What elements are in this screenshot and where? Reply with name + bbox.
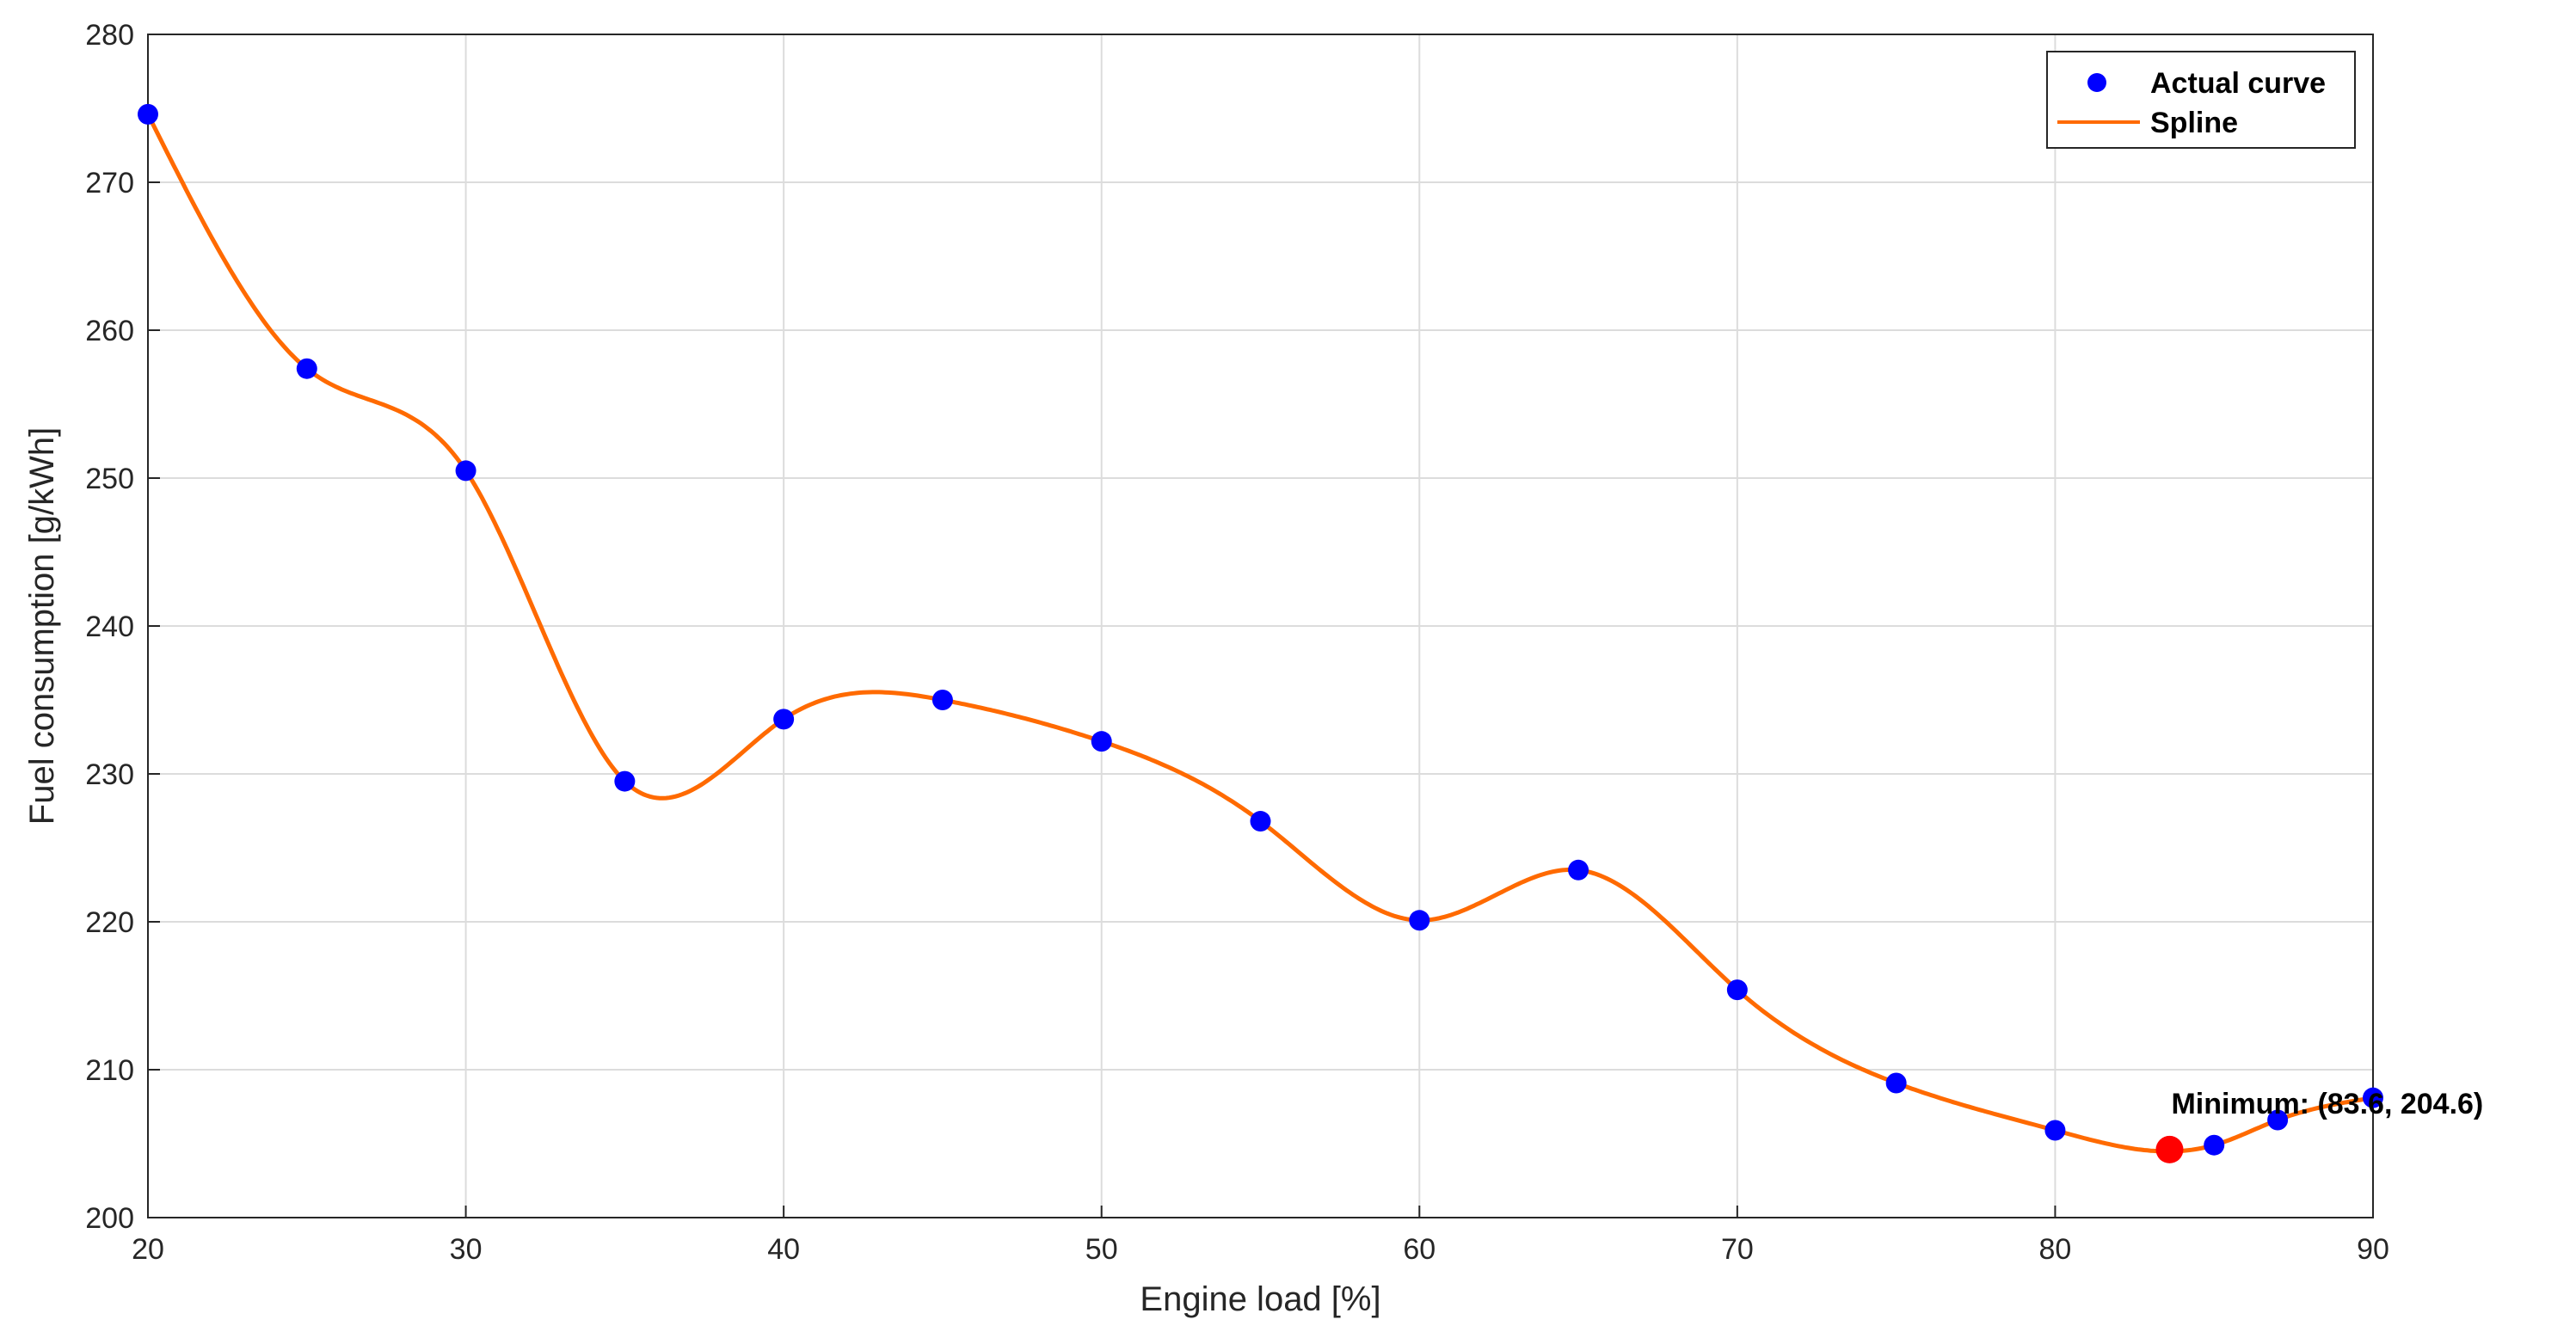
y-axis-ticks: 200 210 220 230 240 250 260 270 280 <box>85 19 160 1235</box>
data-point-actual-curve <box>773 709 795 730</box>
grid-y <box>148 181 2373 1071</box>
x-axis-ticks: 20 30 40 50 60 70 80 90 <box>132 1206 2389 1266</box>
minimum-point-marker <box>2155 1135 2184 1163</box>
legend-marker-actual-curve <box>2087 73 2106 92</box>
x-tick-label: 20 <box>132 1233 164 1266</box>
x-tick-label: 70 <box>1721 1233 1754 1266</box>
y-tick-label: 210 <box>85 1054 134 1087</box>
y-tick-label: 270 <box>85 167 134 199</box>
x-tick-label: 80 <box>2039 1233 2072 1266</box>
y-tick-label: 200 <box>85 1202 134 1235</box>
x-axis-title: Engine load [%] <box>1140 1280 1380 1318</box>
y-tick-label: 220 <box>85 906 134 939</box>
data-point-actual-curve <box>2044 1120 2066 1141</box>
minimum-layer: Minimum: (83.6, 204.6) <box>2155 1088 2483 1163</box>
series-layer <box>138 103 2383 1156</box>
data-point-actual-curve <box>1250 811 1271 832</box>
data-point-actual-curve <box>614 770 636 792</box>
y-tick-label: 240 <box>85 611 134 643</box>
data-point-actual-curve <box>1091 731 1112 752</box>
x-tick-label: 50 <box>1085 1233 1118 1266</box>
data-point-actual-curve <box>1726 979 1748 1001</box>
y-tick-label: 260 <box>85 315 134 347</box>
x-tick-label: 40 <box>767 1233 800 1266</box>
data-point-actual-curve <box>138 103 158 125</box>
legend-label-actual-curve: Actual curve <box>2150 67 2326 100</box>
data-point-actual-curve <box>296 358 317 379</box>
data-point-actual-curve <box>2204 1134 2225 1156</box>
data-point-actual-curve <box>2267 1109 2289 1131</box>
data-point-actual-curve <box>931 690 953 710</box>
legend: Actual curve Spline <box>2046 51 2356 149</box>
data-point-actual-curve <box>1568 859 1589 881</box>
data-point-actual-curve <box>455 460 476 482</box>
data-point-actual-curve <box>1409 910 1430 931</box>
legend-box <box>2046 51 2356 149</box>
x-tick-label: 30 <box>450 1233 483 1266</box>
x-tick-label: 90 <box>2357 1233 2389 1266</box>
data-point-actual-curve <box>2363 1087 2383 1108</box>
y-axis-title: Fuel consumption [g/kWh] <box>23 427 61 825</box>
legend-label-spline: Spline <box>2150 107 2238 139</box>
y-tick-label: 230 <box>85 758 134 791</box>
minimum-annotation: Minimum: (83.6, 204.6) <box>2171 1088 2483 1120</box>
y-tick-label: 250 <box>85 463 134 495</box>
x-tick-label: 60 <box>1403 1233 1436 1266</box>
data-point-actual-curve <box>1885 1072 1907 1094</box>
y-tick-label: 280 <box>85 19 134 52</box>
